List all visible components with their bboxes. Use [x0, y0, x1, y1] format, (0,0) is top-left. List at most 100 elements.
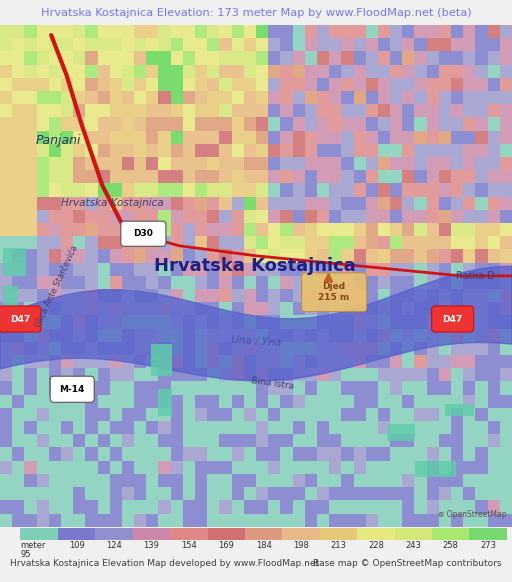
Bar	[220, 65, 231, 78]
Bar	[36, 395, 49, 408]
Bar	[329, 104, 342, 118]
Bar	[12, 448, 25, 461]
Bar	[426, 130, 439, 144]
Bar	[36, 434, 49, 448]
Bar	[342, 157, 353, 171]
Bar	[500, 171, 512, 183]
Bar	[97, 250, 110, 262]
Bar	[390, 250, 402, 262]
Bar	[49, 302, 61, 315]
Bar	[451, 171, 463, 183]
Bar	[390, 223, 402, 236]
Bar	[220, 197, 231, 210]
Bar	[49, 329, 61, 342]
Bar	[122, 171, 134, 183]
Bar	[439, 157, 451, 171]
Bar	[12, 342, 25, 355]
Bar	[183, 474, 195, 487]
Bar	[0, 210, 12, 223]
Bar	[451, 250, 463, 262]
Bar	[159, 302, 170, 315]
Bar	[256, 157, 268, 171]
Bar	[3, 286, 18, 306]
Bar	[36, 421, 49, 434]
Bar	[476, 91, 487, 104]
Bar	[170, 91, 183, 104]
Bar	[220, 395, 231, 408]
Bar	[110, 118, 122, 130]
Bar	[256, 434, 268, 448]
Bar	[415, 461, 426, 474]
Bar	[183, 381, 195, 395]
Bar	[317, 104, 329, 118]
Bar	[151, 343, 172, 376]
Bar	[329, 157, 342, 171]
Bar	[159, 223, 170, 236]
Bar	[439, 342, 451, 355]
Bar	[0, 118, 12, 130]
Bar	[207, 118, 220, 130]
Bar	[159, 501, 170, 513]
Bar	[244, 434, 256, 448]
Bar	[0, 130, 12, 144]
Bar	[195, 236, 207, 250]
Bar	[317, 421, 329, 434]
Bar	[463, 513, 476, 527]
Bar	[146, 65, 159, 78]
Bar	[207, 91, 220, 104]
Bar	[207, 144, 220, 157]
Bar	[195, 51, 207, 65]
Bar	[415, 462, 456, 477]
Bar	[378, 395, 390, 408]
Bar	[329, 355, 342, 368]
Bar	[12, 197, 25, 210]
Bar	[110, 434, 122, 448]
Bar	[378, 223, 390, 236]
Bar	[12, 236, 25, 250]
Bar	[244, 395, 256, 408]
Bar	[463, 197, 476, 210]
Bar	[402, 329, 415, 342]
Bar	[390, 276, 402, 289]
Bar	[292, 236, 305, 250]
Bar	[231, 289, 244, 302]
Bar	[353, 434, 366, 448]
Bar	[402, 91, 415, 104]
Bar	[256, 118, 268, 130]
Bar	[220, 104, 231, 118]
Bar	[36, 448, 49, 461]
Bar	[146, 236, 159, 250]
Bar	[170, 25, 183, 38]
Bar	[61, 236, 73, 250]
Bar	[402, 474, 415, 487]
Bar	[342, 51, 353, 65]
Bar	[476, 210, 487, 223]
Bar	[61, 329, 73, 342]
Bar	[183, 408, 195, 421]
Bar	[402, 65, 415, 78]
Bar	[415, 342, 426, 355]
Bar	[12, 368, 25, 381]
Bar	[220, 302, 231, 315]
Bar	[415, 118, 426, 130]
Bar	[439, 197, 451, 210]
Bar	[342, 65, 353, 78]
Bar	[268, 487, 281, 501]
Text: 213: 213	[331, 541, 347, 549]
Bar	[415, 501, 426, 513]
Bar	[134, 91, 146, 104]
Bar	[476, 197, 487, 210]
Bar	[451, 408, 463, 421]
Bar	[402, 302, 415, 315]
Bar	[170, 368, 183, 381]
Bar	[256, 65, 268, 78]
Bar	[342, 130, 353, 144]
Bar	[487, 289, 500, 302]
Bar	[231, 513, 244, 527]
Bar	[159, 289, 170, 302]
Bar	[439, 329, 451, 342]
Bar	[476, 38, 487, 51]
Bar	[220, 91, 231, 104]
Bar	[0, 91, 12, 104]
Bar	[463, 501, 476, 513]
